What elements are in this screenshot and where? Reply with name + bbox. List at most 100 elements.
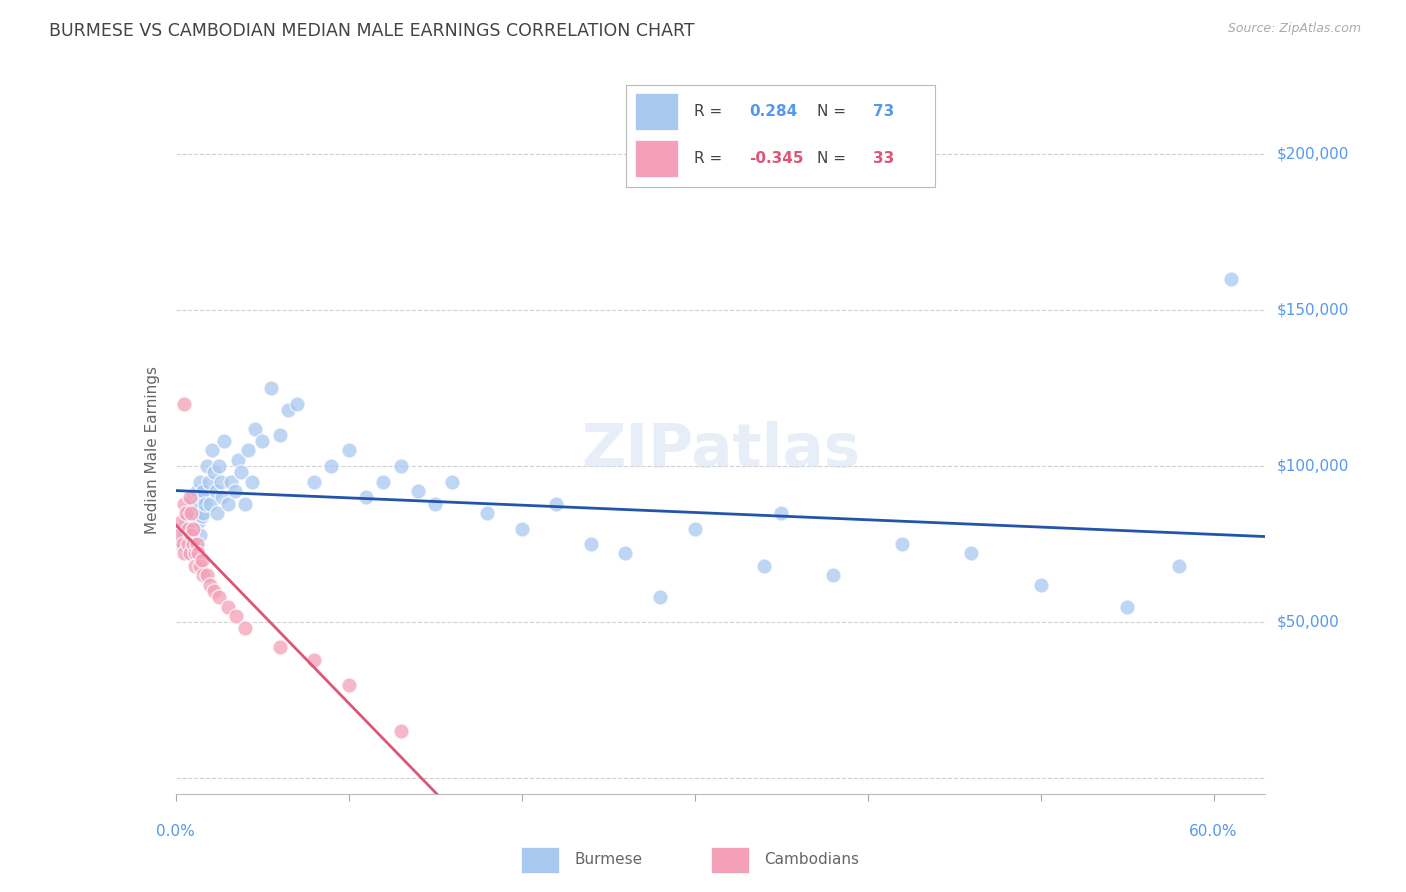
Text: Burmese: Burmese <box>575 853 643 867</box>
Point <box>614 546 637 561</box>
Point <box>211 490 233 504</box>
Bar <box>522 847 560 873</box>
Point <box>195 568 218 582</box>
Point <box>181 490 204 504</box>
Point <box>174 506 197 520</box>
Text: Source: ZipAtlas.com: Source: ZipAtlas.com <box>1227 22 1361 36</box>
Point <box>752 558 775 574</box>
Point <box>194 496 217 510</box>
Point <box>240 475 263 489</box>
Point <box>225 608 247 623</box>
Point <box>202 466 225 480</box>
Text: Cambodians: Cambodians <box>765 853 859 867</box>
Point <box>172 537 194 551</box>
Point <box>173 546 195 561</box>
Point <box>648 591 671 605</box>
Point <box>373 475 395 489</box>
Point <box>179 490 201 504</box>
Text: 73: 73 <box>873 103 894 119</box>
Point <box>173 396 195 410</box>
Point <box>184 521 207 535</box>
Point <box>193 568 215 582</box>
Point <box>174 515 197 529</box>
Point <box>770 506 793 520</box>
Point <box>180 496 202 510</box>
Point <box>1167 558 1189 574</box>
Text: $100,000: $100,000 <box>1277 458 1348 474</box>
Point <box>179 533 201 548</box>
Point <box>1116 599 1139 614</box>
Point <box>231 466 253 480</box>
Point <box>190 508 212 523</box>
Point <box>510 521 533 535</box>
Text: $150,000: $150,000 <box>1277 302 1348 318</box>
Point <box>201 443 224 458</box>
Point <box>173 496 195 510</box>
Text: 0.284: 0.284 <box>749 103 797 119</box>
Point <box>441 475 464 489</box>
Point <box>238 443 260 458</box>
Point <box>285 396 308 410</box>
Point <box>960 546 983 561</box>
Text: -0.345: -0.345 <box>749 151 804 166</box>
Bar <box>636 140 678 177</box>
Point <box>184 546 207 561</box>
Point <box>217 496 239 510</box>
Point <box>186 537 208 551</box>
Point <box>181 521 204 535</box>
Point <box>200 496 222 510</box>
Point <box>224 483 246 498</box>
Point <box>321 458 343 473</box>
Point <box>187 546 209 561</box>
Point <box>277 403 299 417</box>
Point <box>683 521 706 535</box>
Point <box>337 443 360 458</box>
Point <box>170 515 193 529</box>
Point <box>269 428 291 442</box>
Point <box>181 537 204 551</box>
Text: $50,000: $50,000 <box>1277 615 1340 630</box>
Point <box>354 490 377 504</box>
Point <box>425 496 447 510</box>
Point <box>177 537 200 551</box>
Text: N =: N = <box>817 103 846 119</box>
Text: BURMESE VS CAMBODIAN MEDIAN MALE EARNINGS CORRELATION CHART: BURMESE VS CAMBODIAN MEDIAN MALE EARNING… <box>49 22 695 40</box>
Point <box>208 591 231 605</box>
Point <box>184 558 207 574</box>
Point <box>177 546 200 561</box>
Point <box>188 528 211 542</box>
Point <box>337 678 360 692</box>
Point <box>186 483 208 498</box>
Y-axis label: Median Male Earnings: Median Male Earnings <box>145 367 160 534</box>
Point <box>180 506 202 520</box>
Bar <box>636 93 678 130</box>
Text: ZIPatlas: ZIPatlas <box>581 421 860 480</box>
Point <box>188 558 211 574</box>
Text: 33: 33 <box>873 151 894 166</box>
Point <box>233 621 256 635</box>
Point <box>209 475 232 489</box>
Text: 0.0%: 0.0% <box>156 824 195 839</box>
Bar <box>711 847 749 873</box>
Text: $200,000: $200,000 <box>1277 146 1348 161</box>
Point <box>193 506 215 520</box>
Point <box>260 381 283 395</box>
Point <box>173 528 195 542</box>
Point <box>245 422 267 436</box>
Point <box>200 578 222 592</box>
Point <box>406 483 429 498</box>
Point <box>389 458 412 473</box>
Point <box>179 506 201 520</box>
Point <box>193 483 215 498</box>
Point <box>821 568 844 582</box>
Point <box>188 475 211 489</box>
Point <box>269 640 291 655</box>
Point <box>219 475 242 489</box>
Point <box>180 528 202 542</box>
Point <box>233 496 256 510</box>
Point <box>389 724 412 739</box>
Point <box>172 521 194 535</box>
Point <box>208 458 231 473</box>
Point <box>167 528 190 542</box>
Text: R =: R = <box>693 151 721 166</box>
